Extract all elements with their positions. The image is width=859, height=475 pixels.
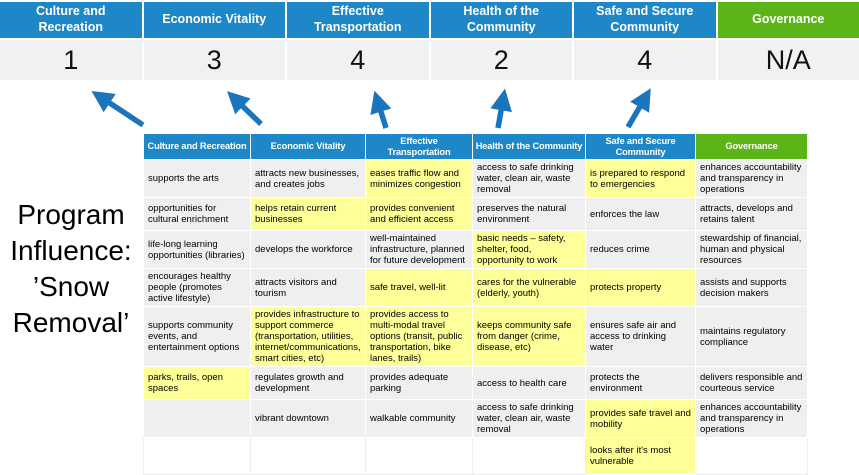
matrix-cell: enhances accountability and transparency…	[696, 400, 808, 438]
matrix-cell: life-long learning opportunities (librar…	[144, 231, 251, 269]
matrix-cell: provides safe travel and mobility	[586, 400, 696, 438]
matrix-cell: ensures safe air and access to drinking …	[586, 307, 696, 367]
matrix-cell: protects the environment	[586, 367, 696, 400]
matrix-cell: enhances accountability and transparency…	[696, 160, 808, 198]
up-arrow-icon	[628, 93, 648, 127]
matrix-cell: supports community events, and entertain…	[144, 307, 251, 367]
scoreboard-header: Economic Vitality	[144, 2, 286, 38]
matrix-cell	[366, 438, 473, 475]
matrix-cell: encourages healthy people (promotes acti…	[144, 269, 251, 307]
matrix-cell: opportunities for cultural enrichment	[144, 198, 251, 231]
matrix-cell: delivers responsible and courteous servi…	[696, 367, 808, 400]
matrix-cell: preserves the natural environment	[473, 198, 586, 231]
matrix-cell	[144, 438, 251, 475]
matrix-cell: maintains regulatory compliance	[696, 307, 808, 367]
matrix-cell: vibrant downtown	[251, 400, 366, 438]
matrix-cell: access to safe drinking water, clean air…	[473, 400, 586, 438]
matrix-cell: protects property	[586, 269, 696, 307]
matrix-row: supports community events, and entertain…	[144, 307, 808, 367]
up-arrow-icon	[231, 95, 261, 124]
matrix-row: encourages healthy people (promotes acti…	[144, 269, 808, 307]
matrix-header-health-of-the-community: Health of the Community	[473, 134, 586, 160]
matrix-cell: provides convenient and efficient access	[366, 198, 473, 231]
matrix-cell: safe travel, well-lit	[366, 269, 473, 307]
matrix-header-culture-and-recreation: Culture and Recreation	[144, 134, 251, 160]
matrix-cell: enforces the law	[586, 198, 696, 231]
matrix-cell: looks after it's most vulnerable	[586, 438, 696, 475]
up-arrow-icon	[498, 94, 504, 128]
matrix-cell: stewardship of financial, human and phys…	[696, 231, 808, 269]
matrix-cell	[473, 438, 586, 475]
matrix-cell: provides infrastructure to support comme…	[251, 307, 366, 367]
matrix-cell: attracts new businesses, and creates job…	[251, 160, 366, 198]
matrix-row: looks after it's most vulnerable	[144, 438, 808, 475]
matrix-cell	[696, 438, 808, 475]
matrix-cell: walkable community	[366, 400, 473, 438]
matrix-header-safe-and-secure-community: Safe and Secure Community	[586, 134, 696, 160]
matrix-header-governance: Governance	[696, 134, 808, 160]
matrix-row: life-long learning opportunities (librar…	[144, 231, 808, 269]
matrix-cell: well-maintained infrastructure, planned …	[366, 231, 473, 269]
matrix-cell: access to safe drinking water, clean air…	[473, 160, 586, 198]
matrix-cell: provides adequate parking	[366, 367, 473, 400]
matrix-cell	[144, 400, 251, 438]
matrix-cell: attracts, develops and retains talent	[696, 198, 808, 231]
scoreboard-header: Safe and Secure Community	[574, 2, 716, 38]
matrix-cell: eases traffic flow and minimizes congest…	[366, 160, 473, 198]
matrix-cell: basic needs – safety, shelter, food, opp…	[473, 231, 586, 269]
scoreboard-header: Effective Transportation	[287, 2, 429, 38]
matrix-cell: regulates growth and development	[251, 367, 366, 400]
scoreboard-score: 4	[574, 40, 716, 80]
scoreboard-header: Health of the Community	[431, 2, 573, 38]
scoreboard-score: 1	[0, 40, 142, 80]
matrix-cell: cares for the vulnerable (elderly, youth…	[473, 269, 586, 307]
matrix-cell: develops the workforce	[251, 231, 366, 269]
matrix-cell: provides access to multi-modal travel op…	[366, 307, 473, 367]
matrix-cell: helps retain current businesses	[251, 198, 366, 231]
page-title: Program Influence: ’Snow Removal’	[0, 197, 142, 341]
matrix-cell: assists and supports decision makers	[696, 269, 808, 307]
scoreboard-score: 3	[144, 40, 286, 80]
matrix-header-economic-vitality: Economic Vitality	[251, 134, 366, 160]
matrix-cell: attracts visitors and tourism	[251, 269, 366, 307]
scoreboard-score: N/A	[718, 40, 859, 80]
up-arrow-icon	[376, 96, 386, 128]
scoreboard-score: 4	[287, 40, 429, 80]
scoreboard-header: Governance	[718, 2, 859, 38]
matrix-cell: access to health care	[473, 367, 586, 400]
matrix-header-effective-transportation: Effective Transportation	[366, 134, 473, 160]
up-arrow-icon	[96, 94, 143, 125]
scoreboard-score: 2	[431, 40, 573, 80]
scoreboard-header: Culture and Recreation	[0, 2, 142, 38]
matrix-cell: is prepared to respond to emergencies	[586, 160, 696, 198]
matrix-cell: parks, trails, open spaces	[144, 367, 251, 400]
matrix-cell	[251, 438, 366, 475]
matrix-cell: reduces crime	[586, 231, 696, 269]
matrix-cell: keeps community safe from danger (crime,…	[473, 307, 586, 367]
matrix-cell: supports the arts	[144, 160, 251, 198]
